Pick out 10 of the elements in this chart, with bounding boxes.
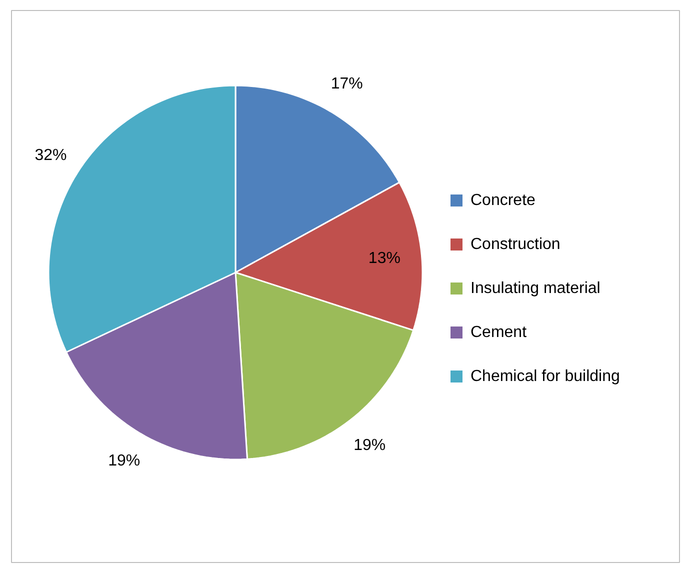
data-label: 32% <box>34 146 67 164</box>
legend-label: Construction <box>470 236 560 253</box>
legend-label: Chemical for building <box>470 368 620 385</box>
legend-label: Cement <box>470 324 528 341</box>
data-label: 19% <box>354 436 386 454</box>
data-label: 19% <box>108 452 140 470</box>
data-label: 17% <box>330 76 363 93</box>
legend-label: Insulating material <box>470 280 600 297</box>
data-label: 13% <box>368 250 400 267</box>
legend-label: Concrete <box>470 192 536 209</box>
